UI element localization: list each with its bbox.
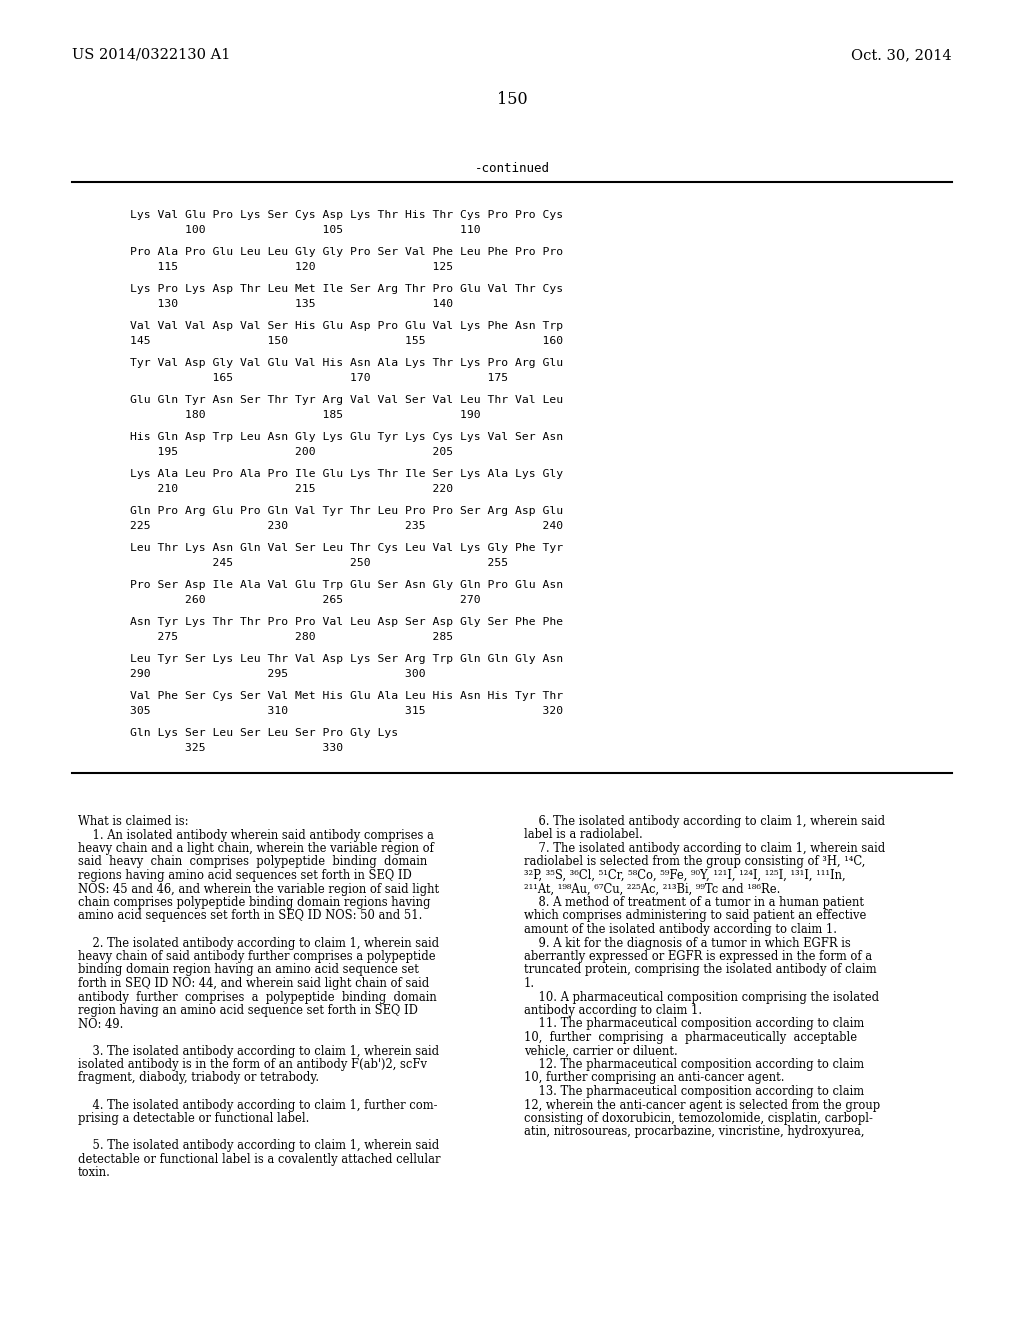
Text: NOS: 45 and 46, and wherein the variable region of said light: NOS: 45 and 46, and wherein the variable… (78, 883, 439, 895)
Text: 210                 215                 220: 210 215 220 (130, 484, 454, 494)
Text: toxin.: toxin. (78, 1166, 111, 1179)
Text: vehicle, carrier or diluent.: vehicle, carrier or diluent. (524, 1044, 678, 1057)
Text: region having an amino acid sequence set forth in SEQ ID: region having an amino acid sequence set… (78, 1005, 418, 1016)
Text: 305                 310                 315                 320: 305 310 315 320 (130, 706, 563, 715)
Text: 115                 120                 125: 115 120 125 (130, 261, 454, 272)
Text: which comprises administering to said patient an effective: which comprises administering to said pa… (524, 909, 866, 923)
Text: 1.: 1. (524, 977, 536, 990)
Text: 7. The isolated antibody according to claim 1, wherein said: 7. The isolated antibody according to cl… (524, 842, 886, 855)
Text: label is a radiolabel.: label is a radiolabel. (524, 829, 643, 842)
Text: Val Phe Ser Cys Ser Val Met His Glu Ala Leu His Asn His Tyr Thr: Val Phe Ser Cys Ser Val Met His Glu Ala … (130, 690, 563, 701)
Text: 6. The isolated antibody according to claim 1, wherein said: 6. The isolated antibody according to cl… (524, 814, 885, 828)
Text: 12, wherein the anti-cancer agent is selected from the group: 12, wherein the anti-cancer agent is sel… (524, 1098, 880, 1111)
Text: ³²P, ³⁵S, ³⁶Cl, ⁵¹Cr, ⁵⁸Co, ⁵⁹Fe, ⁹⁰Y, ¹²¹I, ¹²⁴I, ¹²⁵I, ¹³¹I, ¹¹¹In,: ³²P, ³⁵S, ³⁶Cl, ⁵¹Cr, ⁵⁸Co, ⁵⁹Fe, ⁹⁰Y, ¹… (524, 869, 846, 882)
Text: Gln Pro Arg Glu Pro Gln Val Tyr Thr Leu Pro Pro Ser Arg Asp Glu: Gln Pro Arg Glu Pro Gln Val Tyr Thr Leu … (130, 506, 563, 516)
Text: truncated protein, comprising the isolated antibody of claim: truncated protein, comprising the isolat… (524, 964, 877, 977)
Text: 275                 280                 285: 275 280 285 (130, 632, 454, 642)
Text: antibody according to claim 1.: antibody according to claim 1. (524, 1005, 702, 1016)
Text: 245                 250                 255: 245 250 255 (130, 558, 508, 568)
Text: 10. A pharmaceutical composition comprising the isolated: 10. A pharmaceutical composition compris… (524, 990, 880, 1003)
Text: regions having amino acid sequences set forth in SEQ ID: regions having amino acid sequences set … (78, 869, 412, 882)
Text: 290                 295                 300: 290 295 300 (130, 669, 426, 678)
Text: 3. The isolated antibody according to claim 1, wherein said: 3. The isolated antibody according to cl… (78, 1044, 439, 1057)
Text: 1. An isolated antibody wherein said antibody comprises a: 1. An isolated antibody wherein said ant… (78, 829, 434, 842)
Text: 100                 105                 110: 100 105 110 (130, 224, 480, 235)
Text: isolated antibody is in the form of an antibody F(ab')2, scFv: isolated antibody is in the form of an a… (78, 1059, 427, 1071)
Text: Glu Gln Tyr Asn Ser Thr Tyr Arg Val Val Ser Val Leu Thr Val Leu: Glu Gln Tyr Asn Ser Thr Tyr Arg Val Val … (130, 395, 563, 405)
Text: Tyr Val Asp Gly Val Glu Val His Asn Ala Lys Thr Lys Pro Arg Glu: Tyr Val Asp Gly Val Glu Val His Asn Ala … (130, 358, 563, 368)
Text: detectable or functional label is a covalently attached cellular: detectable or functional label is a cova… (78, 1152, 440, 1166)
Text: 145                 150                 155                 160: 145 150 155 160 (130, 337, 563, 346)
Text: 130                 135                 140: 130 135 140 (130, 300, 454, 309)
Text: forth in SEQ ID NO: 44, and wherein said light chain of said: forth in SEQ ID NO: 44, and wherein said… (78, 977, 429, 990)
Text: 165                 170                 175: 165 170 175 (130, 374, 508, 383)
Text: antibody  further  comprises  a  polypeptide  binding  domain: antibody further comprises a polypeptide… (78, 990, 437, 1003)
Text: amino acid sequences set forth in SEQ ID NOS: 50 and 51.: amino acid sequences set forth in SEQ ID… (78, 909, 422, 923)
Text: Val Val Val Asp Val Ser His Glu Asp Pro Glu Val Lys Phe Asn Trp: Val Val Val Asp Val Ser His Glu Asp Pro … (130, 321, 563, 331)
Text: Asn Tyr Lys Thr Thr Pro Pro Val Leu Asp Ser Asp Gly Ser Phe Phe: Asn Tyr Lys Thr Thr Pro Pro Val Leu Asp … (130, 616, 563, 627)
Text: 13. The pharmaceutical composition according to claim: 13. The pharmaceutical composition accor… (524, 1085, 864, 1098)
Text: chain comprises polypeptide binding domain regions having: chain comprises polypeptide binding doma… (78, 896, 430, 909)
Text: What is claimed is:: What is claimed is: (78, 814, 188, 828)
Text: 150: 150 (497, 91, 527, 108)
Text: aberrantly expressed or EGFR is expressed in the form of a: aberrantly expressed or EGFR is expresse… (524, 950, 872, 964)
Text: 225                 230                 235                 240: 225 230 235 240 (130, 521, 563, 531)
Text: Pro Ala Pro Glu Leu Leu Gly Gly Pro Ser Val Phe Leu Phe Pro Pro: Pro Ala Pro Glu Leu Leu Gly Gly Pro Ser … (130, 247, 563, 257)
Text: Lys Ala Leu Pro Ala Pro Ile Glu Lys Thr Ile Ser Lys Ala Lys Gly: Lys Ala Leu Pro Ala Pro Ile Glu Lys Thr … (130, 469, 563, 479)
Text: prising a detectable or functional label.: prising a detectable or functional label… (78, 1111, 309, 1125)
Text: 12. The pharmaceutical composition according to claim: 12. The pharmaceutical composition accor… (524, 1059, 864, 1071)
Text: consisting of doxorubicin, temozolomide, cisplatin, carbopl-: consisting of doxorubicin, temozolomide,… (524, 1111, 872, 1125)
Text: His Gln Asp Trp Leu Asn Gly Lys Glu Tyr Lys Cys Lys Val Ser Asn: His Gln Asp Trp Leu Asn Gly Lys Glu Tyr … (130, 432, 563, 442)
Text: said  heavy  chain  comprises  polypeptide  binding  domain: said heavy chain comprises polypeptide b… (78, 855, 427, 869)
Text: Lys Val Glu Pro Lys Ser Cys Asp Lys Thr His Thr Cys Pro Pro Cys: Lys Val Glu Pro Lys Ser Cys Asp Lys Thr … (130, 210, 563, 220)
Text: 10,  further  comprising  a  pharmaceutically  acceptable: 10, further comprising a pharmaceuticall… (524, 1031, 857, 1044)
Text: 5. The isolated antibody according to claim 1, wherein said: 5. The isolated antibody according to cl… (78, 1139, 439, 1152)
Text: 4. The isolated antibody according to claim 1, further com-: 4. The isolated antibody according to cl… (78, 1098, 437, 1111)
Text: 10, further comprising an anti-cancer agent.: 10, further comprising an anti-cancer ag… (524, 1072, 784, 1085)
Text: NO: 49.: NO: 49. (78, 1018, 123, 1031)
Text: 11. The pharmaceutical composition according to claim: 11. The pharmaceutical composition accor… (524, 1018, 864, 1031)
Text: 2. The isolated antibody according to claim 1, wherein said: 2. The isolated antibody according to cl… (78, 936, 439, 949)
Text: 8. A method of treatment of a tumor in a human patient: 8. A method of treatment of a tumor in a… (524, 896, 864, 909)
Text: fragment, diabody, triabody or tetrabody.: fragment, diabody, triabody or tetrabody… (78, 1072, 319, 1085)
Text: Pro Ser Asp Ile Ala Val Glu Trp Glu Ser Asn Gly Gln Pro Glu Asn: Pro Ser Asp Ile Ala Val Glu Trp Glu Ser … (130, 579, 563, 590)
Text: Leu Thr Lys Asn Gln Val Ser Leu Thr Cys Leu Val Lys Gly Phe Tyr: Leu Thr Lys Asn Gln Val Ser Leu Thr Cys … (130, 543, 563, 553)
Text: ²¹¹At, ¹⁹⁸Au, ⁶⁷Cu, ²²⁵Ac, ²¹³Bi, ⁹⁹Tc and ¹⁸⁶Re.: ²¹¹At, ¹⁹⁸Au, ⁶⁷Cu, ²²⁵Ac, ²¹³Bi, ⁹⁹Tc a… (524, 883, 780, 895)
Text: 180                 185                 190: 180 185 190 (130, 411, 480, 420)
Text: Oct. 30, 2014: Oct. 30, 2014 (851, 48, 952, 62)
Text: Gln Lys Ser Leu Ser Leu Ser Pro Gly Lys: Gln Lys Ser Leu Ser Leu Ser Pro Gly Lys (130, 729, 398, 738)
Text: 9. A kit for the diagnosis of a tumor in which EGFR is: 9. A kit for the diagnosis of a tumor in… (524, 936, 851, 949)
Text: atin, nitrosoureas, procarbazine, vincristine, hydroxyurea,: atin, nitrosoureas, procarbazine, vincri… (524, 1126, 864, 1138)
Text: amount of the isolated antibody according to claim 1.: amount of the isolated antibody accordin… (524, 923, 837, 936)
Text: 195                 200                 205: 195 200 205 (130, 447, 454, 457)
Text: radiolabel is selected from the group consisting of ³H, ¹⁴C,: radiolabel is selected from the group co… (524, 855, 865, 869)
Text: heavy chain and a light chain, wherein the variable region of: heavy chain and a light chain, wherein t… (78, 842, 434, 855)
Text: binding domain region having an amino acid sequence set: binding domain region having an amino ac… (78, 964, 419, 977)
Text: 260                 265                 270: 260 265 270 (130, 595, 480, 605)
Text: -continued: -continued (474, 161, 550, 174)
Text: 325                 330: 325 330 (130, 743, 343, 752)
Text: Lys Pro Lys Asp Thr Leu Met Ile Ser Arg Thr Pro Glu Val Thr Cys: Lys Pro Lys Asp Thr Leu Met Ile Ser Arg … (130, 284, 563, 294)
Text: Leu Tyr Ser Lys Leu Thr Val Asp Lys Ser Arg Trp Gln Gln Gly Asn: Leu Tyr Ser Lys Leu Thr Val Asp Lys Ser … (130, 653, 563, 664)
Text: heavy chain of said antibody further comprises a polypeptide: heavy chain of said antibody further com… (78, 950, 435, 964)
Text: US 2014/0322130 A1: US 2014/0322130 A1 (72, 48, 230, 62)
